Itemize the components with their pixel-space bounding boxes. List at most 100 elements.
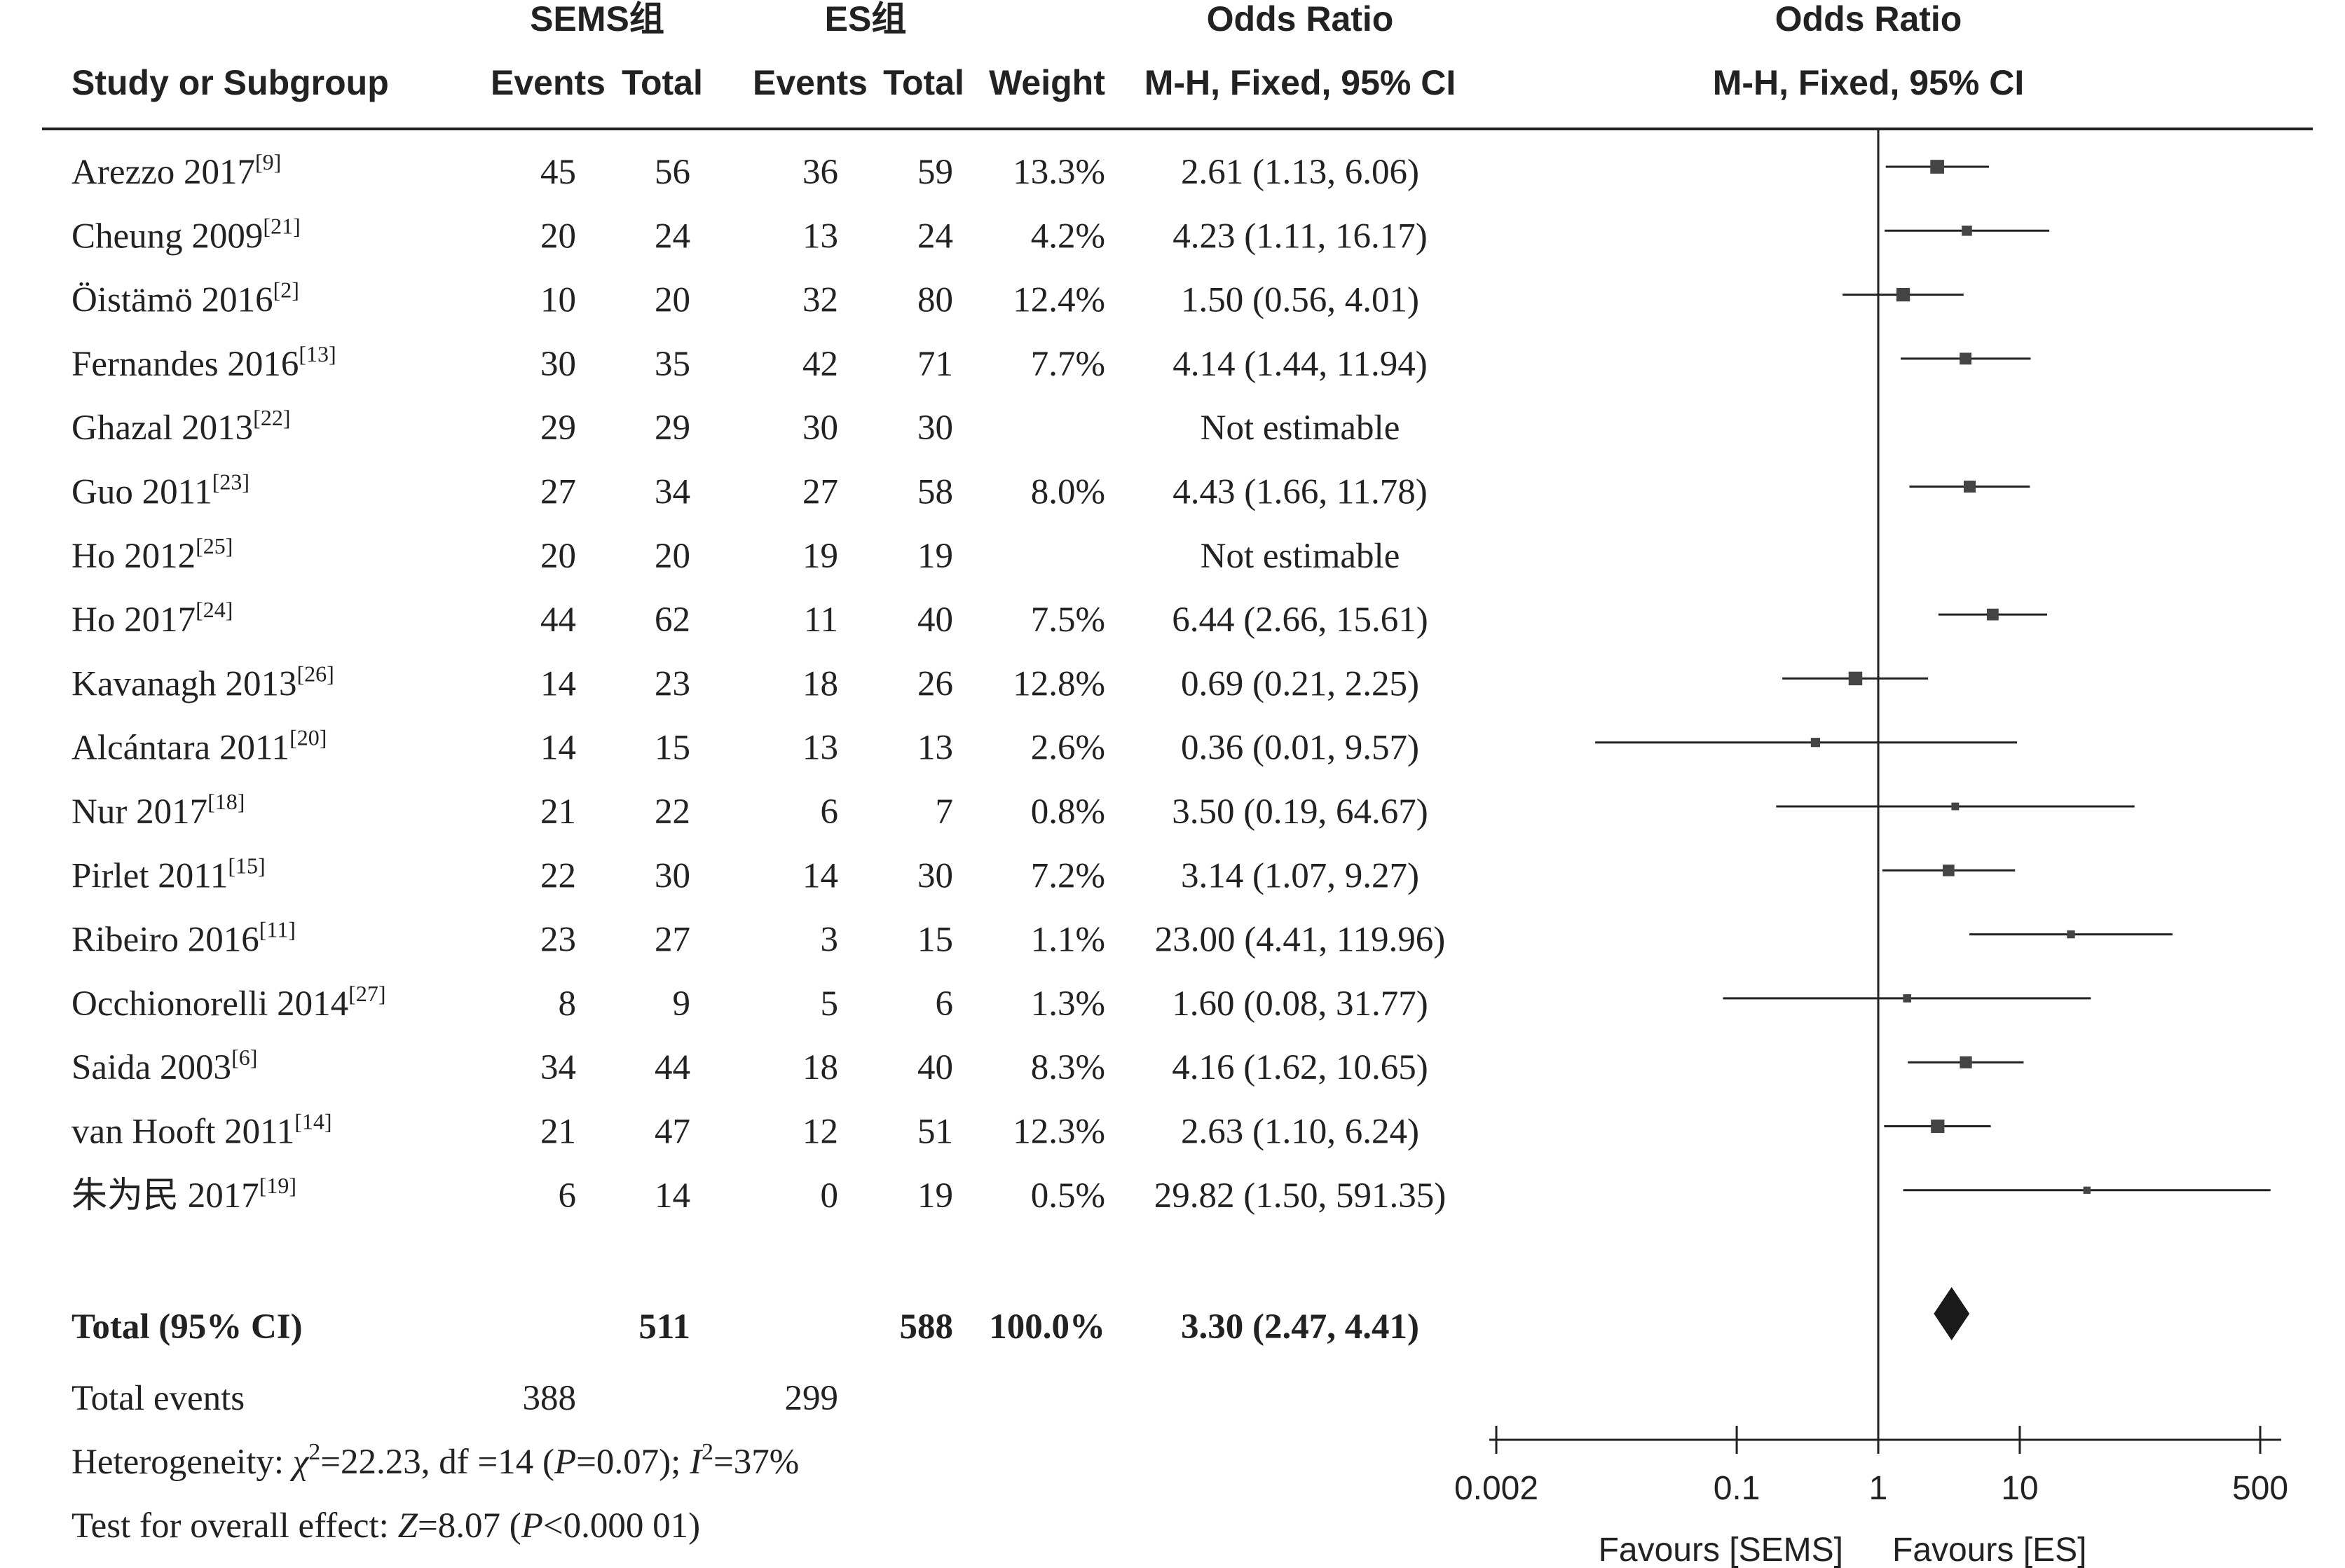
header-or-table-title: Odds Ratio: [1207, 0, 1394, 39]
study-total1: 15: [655, 729, 690, 768]
axis-tick-label: 0.002: [1454, 1470, 1538, 1507]
study-name-text: Ghazal 2013: [71, 408, 253, 448]
study-ci-text: 2.63 (1.10, 6.24): [1181, 1113, 1419, 1152]
study-events2: 13: [802, 216, 838, 256]
study-ci-text: 4.23 (1.11, 16.17): [1172, 216, 1428, 256]
or-marker: [1810, 738, 1820, 748]
study-weight: 8.3%: [1031, 1048, 1105, 1087]
study-total1: 56: [655, 153, 690, 192]
or-marker: [2067, 930, 2075, 939]
study-events1: 29: [540, 408, 576, 448]
study-total2: 40: [917, 1048, 953, 1087]
study-ci-text: 3.14 (1.07, 9.27): [1181, 856, 1419, 895]
axis-tick-label: 500: [2232, 1470, 2288, 1507]
study-ref: [24]: [196, 597, 233, 622]
study-total1: 62: [655, 600, 690, 640]
heterogeneity-p-rest: =0.07);: [576, 1443, 690, 1482]
study-events2: 18: [802, 1048, 838, 1087]
study-events1: 6: [559, 1176, 577, 1216]
study-events2: 42: [802, 345, 838, 384]
study-ref: [25]: [196, 533, 233, 558]
study-total2: 26: [917, 664, 953, 703]
study-name-text: Arezzo 2017: [71, 153, 255, 192]
study-name-text: van Hooft 2011: [71, 1113, 294, 1152]
study-total2: 24: [917, 216, 953, 256]
study-name: Guo 2011[23]: [71, 469, 249, 512]
study-ci-text: 1.50 (0.56, 4.01): [1181, 281, 1419, 320]
study-events2: 0: [821, 1176, 839, 1216]
study-name: Saida 2003[6]: [71, 1045, 257, 1087]
study-ci-text: 1.60 (0.08, 31.77): [1172, 984, 1428, 1024]
plot-marks: [1595, 160, 2271, 1340]
study-name: Cheung 2009[21]: [71, 213, 301, 256]
study-total2: 13: [917, 729, 953, 768]
study-weight: 12.8%: [1013, 664, 1105, 703]
study-ref: [18]: [207, 789, 245, 814]
study-name-text: Nur 2017: [71, 792, 207, 832]
study-total1: 20: [655, 281, 690, 320]
study-ref: [9]: [255, 149, 281, 174]
heterogeneity-chi: χ: [289, 1443, 310, 1482]
study-weight: 8.0%: [1031, 473, 1105, 512]
study-name-text: Saida 2003: [71, 1048, 231, 1087]
study-weight: 7.2%: [1031, 856, 1105, 895]
study-name: Ghazal 2013[22]: [71, 405, 290, 448]
study-total2: 30: [917, 408, 953, 448]
study-total2: 58: [917, 473, 953, 512]
study-ref: [11]: [259, 917, 296, 942]
study-name: Ho 2017[24]: [71, 597, 233, 640]
study-name-text: Ribeiro 2016: [71, 921, 259, 960]
study-total2: 7: [936, 792, 954, 832]
study-ref: [15]: [228, 853, 265, 878]
or-marker: [1943, 865, 1955, 876]
study-events1: 27: [540, 473, 576, 512]
study-total2: 51: [917, 1113, 953, 1152]
study-events2: 30: [802, 408, 838, 448]
study-ci-text: 6.44 (2.66, 15.61): [1172, 600, 1428, 640]
study-total2: 71: [917, 345, 953, 384]
study-name-text: Guo 2011: [71, 473, 212, 512]
study-events1: 8: [559, 984, 577, 1024]
or-marker: [1951, 802, 1960, 811]
or-marker: [1964, 480, 1976, 493]
study-name-text: Ho 2017: [71, 600, 196, 640]
study-name: Pirlet 2011[15]: [71, 853, 266, 895]
study-events1: 14: [540, 729, 576, 768]
total-label: Total (95% CI): [71, 1307, 303, 1347]
study-ci-text: 2.61 (1.13, 6.06): [1181, 153, 1419, 192]
total-events-label: Total events: [71, 1379, 245, 1418]
study-events1: 30: [540, 345, 576, 384]
study-events2: 19: [802, 537, 838, 576]
study-name-text: Alcántara 2011: [71, 729, 289, 768]
study-name: Arezzo 2017[9]: [71, 149, 281, 192]
study-total1: 22: [655, 792, 690, 832]
header-total1: Total: [622, 63, 703, 102]
study-weight: 7.5%: [1031, 600, 1105, 640]
study-total1: 14: [655, 1176, 690, 1216]
study-weight: 7.7%: [1031, 345, 1105, 384]
or-marker: [1931, 1119, 1945, 1134]
study-total1: 30: [655, 856, 690, 895]
study-ref: [21]: [263, 213, 300, 238]
study-total1: 23: [655, 664, 690, 703]
header-group2: ES组: [825, 0, 907, 39]
overall-z: Z: [398, 1506, 418, 1546]
study-total1: 29: [655, 408, 690, 448]
study-events2: 11: [804, 600, 838, 640]
or-marker: [1848, 671, 1863, 686]
study-events2: 27: [802, 473, 838, 512]
study-name: Occhionorelli 2014[27]: [71, 981, 385, 1024]
study-name-text: 朱为民 2017: [71, 1176, 259, 1216]
total-ci-text: 3.30 (2.47, 4.41): [1181, 1307, 1419, 1347]
study-name-text: Öistämö 2016: [71, 281, 273, 320]
plot-area: 0.002 0.1 1 10 500 Favours [SEMS] Favours [E…: [1454, 129, 2288, 1568]
study-weight: 2.6%: [1031, 729, 1105, 768]
overall-prefix: Test for overall effect:: [71, 1506, 398, 1546]
or-marker: [1903, 994, 1912, 1003]
favours-left-label: Favours [SEMS]: [1599, 1532, 1843, 1568]
study-total2: 40: [917, 600, 953, 640]
study-events1: 20: [540, 216, 576, 256]
heterogeneity-i: I: [689, 1443, 703, 1482]
study-ref: [13]: [299, 341, 336, 366]
